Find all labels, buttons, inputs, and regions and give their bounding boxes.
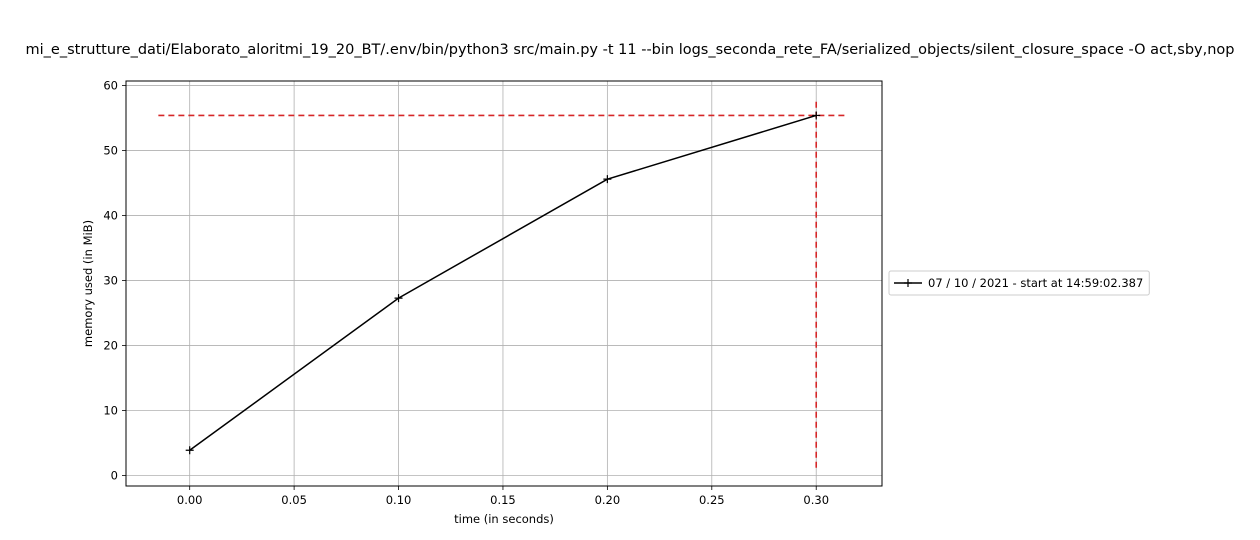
data-point-marker [812, 111, 821, 120]
series-line [189, 114, 817, 451]
chart-title: mi_e_strutture_dati/Elaborato_aloritmi_1… [25, 42, 1235, 58]
x-tick-label: 0.15 [490, 493, 516, 507]
series-layer [185, 111, 821, 455]
y-tick-label: 50 [103, 144, 118, 158]
data-point-marker [185, 446, 194, 455]
y-tick-label: 10 [103, 404, 118, 418]
y-tick-label: 30 [103, 274, 118, 288]
x-tick-label: 0.25 [699, 493, 725, 507]
legend-plus-marker [904, 279, 912, 287]
y-axis-label: memory used (in MiB) [81, 220, 95, 347]
y-tick-label: 0 [111, 469, 118, 483]
x-tick-label: 0.20 [595, 493, 621, 507]
max-markers [158, 99, 848, 468]
legend: 07 / 10 / 2021 - start at 14:59:02.387 [888, 270, 1150, 296]
y-tick-label: 60 [103, 79, 118, 93]
x-tick-label: 0.00 [177, 493, 203, 507]
data-point-marker [394, 294, 403, 303]
axis-ticks: 0.00 0.05 0.10 0.15 0.20 0.25 0.30 0 10 20 30 40 50 6… [103, 79, 829, 507]
x-tick-label: 0.10 [386, 493, 412, 507]
y-tick-label: 40 [103, 209, 118, 223]
plot-area-frame [125, 80, 883, 487]
x-axis-label: time (in seconds) [454, 512, 554, 526]
legend-entry-label: 07 / 10 / 2021 - start at 14:59:02.387 [928, 276, 1143, 290]
y-tick-label: 20 [103, 339, 118, 353]
legend-box [888, 270, 1150, 296]
x-tick-label: 0.30 [803, 493, 829, 507]
grid-lines [126, 81, 882, 486]
x-tick-label: 0.05 [281, 493, 307, 507]
data-point-marker [603, 175, 612, 184]
